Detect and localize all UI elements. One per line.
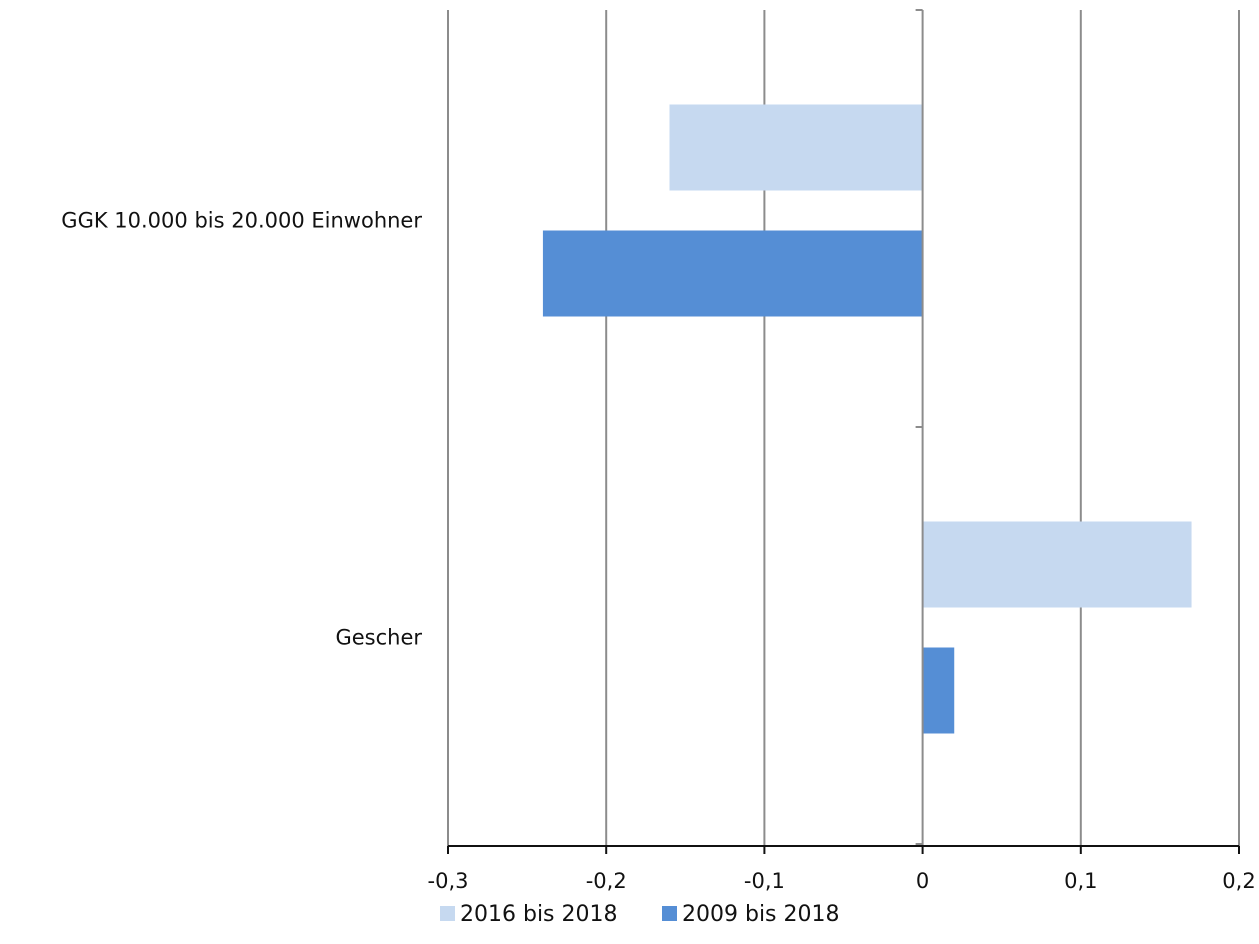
x-tick-label: -0,2 xyxy=(586,869,627,893)
x-tick-label: -0,1 xyxy=(744,869,785,893)
category-label: Gescher xyxy=(335,626,422,650)
x-tick-label: 0,1 xyxy=(1064,869,1097,893)
bar xyxy=(922,647,955,734)
x-tick-label: -0,3 xyxy=(428,869,469,893)
bar xyxy=(922,521,1192,608)
legend-label: 2009 bis 2018 xyxy=(682,902,840,927)
labels: GGK 10.000 bis 20.000 Einwohner Gescher -0… xyxy=(61,209,1255,894)
legend-swatch xyxy=(440,906,455,921)
axes xyxy=(447,9,1240,854)
category-label: GGK 10.000 bis 20.000 Einwohner xyxy=(61,209,422,233)
legend-label: 2016 bis 2018 xyxy=(460,902,618,927)
x-tick-label: 0 xyxy=(916,869,929,893)
bar xyxy=(669,104,923,191)
bars xyxy=(542,104,1192,734)
legend-swatch xyxy=(662,906,677,921)
bar xyxy=(542,230,923,317)
legend: 2016 bis 2018 2009 bis 2018 xyxy=(440,902,840,927)
x-tick-label: 0,2 xyxy=(1222,869,1255,893)
